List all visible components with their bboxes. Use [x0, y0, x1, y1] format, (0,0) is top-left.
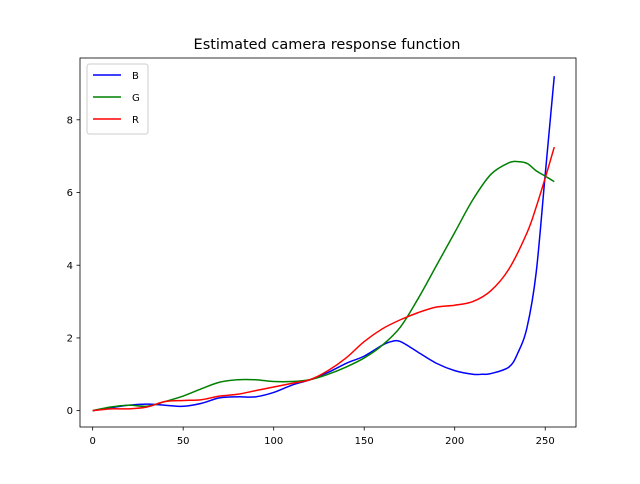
x-tick-label: 200: [445, 436, 464, 447]
y-tick-label: 8: [67, 115, 73, 126]
axes-frame: [79, 57, 577, 428]
axes: 0 50 100 150 200 250 0 2 4 6 8: [67, 57, 577, 447]
y-tick-label: 6: [67, 188, 73, 199]
plot-area: [92, 76, 556, 412]
x-tick-label: 250: [536, 436, 555, 447]
legend-label-b: B: [132, 71, 139, 82]
legend-label-g: G: [132, 93, 140, 104]
x-tick-label: 50: [177, 436, 190, 447]
y-tick-label: 0: [67, 406, 73, 417]
y-tick-label: 4: [67, 261, 73, 272]
x-tick-label: 0: [89, 436, 95, 447]
y-tick-label: 2: [67, 334, 73, 345]
x-tick-label: 150: [355, 436, 374, 447]
legend-label-r: R: [132, 115, 139, 126]
legend: BGR: [86, 63, 149, 135]
x-tick-label: 100: [264, 436, 283, 447]
series-line-g: [92, 160, 555, 412]
series-line-b: [92, 76, 556, 412]
chart-title: Estimated camera response function: [194, 37, 461, 53]
legend-box: [86, 63, 149, 135]
series-line-r: [92, 146, 555, 412]
